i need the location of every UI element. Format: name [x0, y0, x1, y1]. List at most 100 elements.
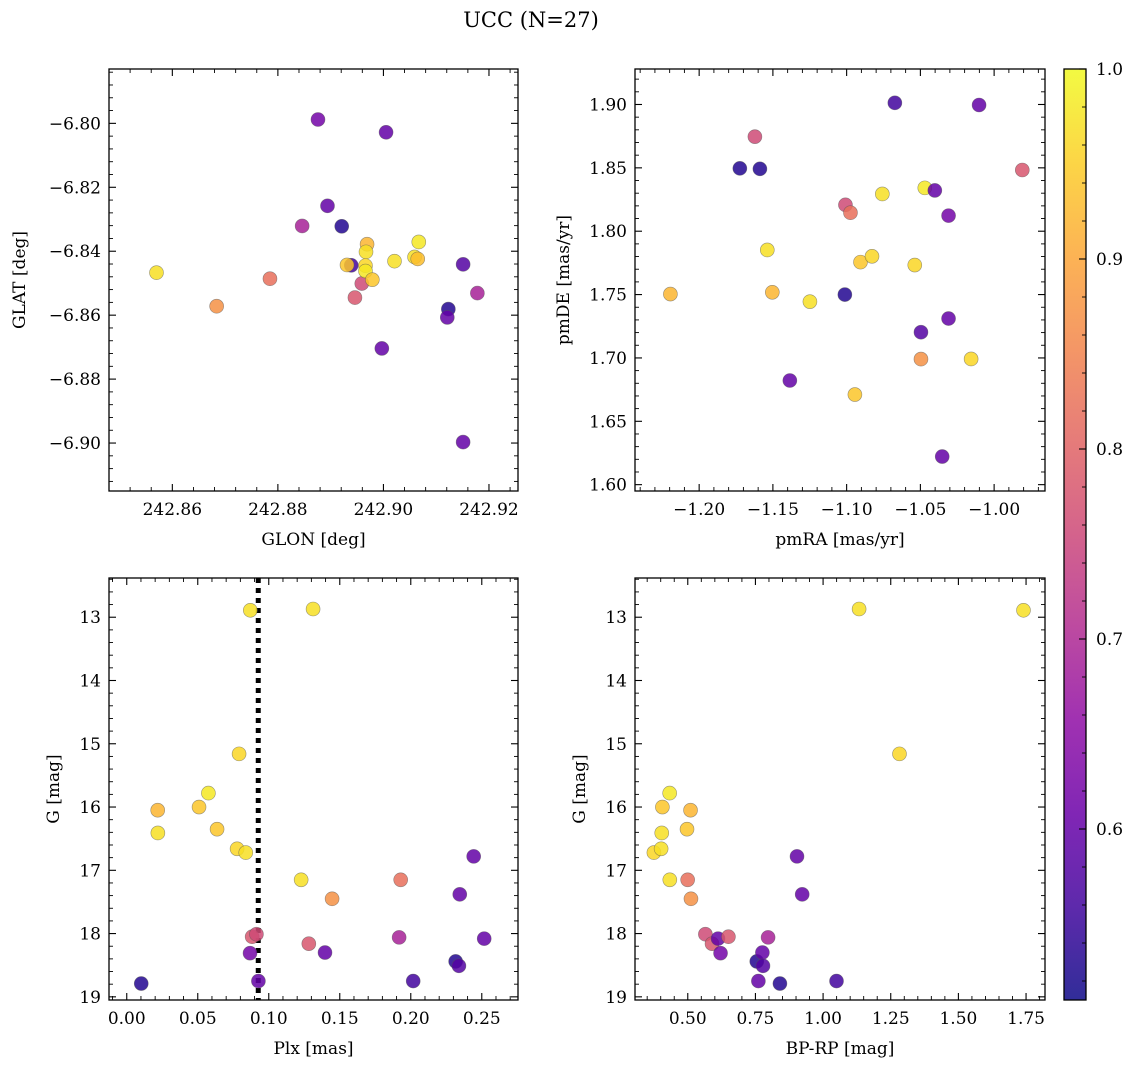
scatter-point — [794, 887, 810, 902]
y-tick-label: −6.90 — [49, 434, 101, 454]
scatter-point — [305, 601, 321, 617]
scatter-point — [231, 746, 247, 762]
scatter-point — [662, 785, 677, 801]
scatter-point — [251, 973, 266, 989]
scatter-point — [713, 945, 728, 961]
scatter-point — [755, 945, 770, 960]
scatter-point — [451, 958, 467, 974]
scatter-point — [772, 976, 788, 991]
y-tick-label: −6.84 — [49, 242, 101, 262]
x-tick-label: 1.25 — [872, 1009, 910, 1029]
scatter-point — [721, 929, 736, 945]
x-tick-label: −1.15 — [747, 500, 799, 520]
scatter-point — [752, 161, 768, 177]
y-tick-label: 19 — [605, 988, 627, 1008]
scatter-point — [238, 845, 254, 860]
scatter-point — [393, 872, 408, 888]
scatter-point — [293, 872, 309, 888]
scatter-point — [941, 311, 956, 326]
y-tick-label: 13 — [79, 608, 101, 628]
colorbar-tick-label: 1.0 — [1096, 60, 1123, 80]
scatter-point — [374, 341, 390, 356]
y-tick-label: 16 — [79, 798, 101, 818]
scatter-point — [732, 161, 748, 176]
y-tick-label: 14 — [605, 671, 627, 691]
scatter-point — [853, 254, 868, 270]
x-tick-label: 1.00 — [804, 1009, 842, 1029]
scatter-point — [663, 286, 678, 302]
data-layer — [663, 95, 1030, 464]
x-tick-label: 242.92 — [459, 500, 518, 520]
scatter-point — [150, 802, 166, 818]
y-tick-label: 1.60 — [589, 476, 627, 496]
y-tick-label: 1.70 — [589, 349, 627, 369]
panel-2: −1.20 −1.15 −1.10 −1.05 −1.00 1.60 1.65 1.70 1.7… — [554, 68, 1046, 550]
scatter-point — [294, 218, 310, 234]
data-layer — [133, 578, 492, 1000]
scatter-point — [654, 825, 670, 841]
x-tick-label: 0.75 — [736, 1009, 774, 1029]
y-tick-label: 1.90 — [589, 95, 627, 115]
colorbar-tick-label: 0.9 — [1096, 250, 1123, 270]
x-tick-label: 0.05 — [179, 1009, 217, 1029]
y-axis-label: G [mag] — [570, 754, 590, 823]
scatter-point — [913, 324, 929, 340]
scatter-point — [747, 129, 763, 144]
scatter-point — [829, 973, 844, 989]
scatter-point — [679, 821, 695, 837]
scatter-point — [963, 351, 979, 367]
scatter-point — [934, 449, 950, 464]
scatter-point — [150, 825, 166, 841]
scatter-point — [887, 95, 903, 111]
scatter-point — [339, 257, 355, 273]
x-tick-label: 0.10 — [250, 1009, 288, 1029]
scatter-point — [242, 945, 258, 961]
scatter-point — [892, 746, 907, 762]
scatter-point — [662, 872, 678, 888]
y-tick-label: 18 — [605, 925, 627, 945]
scatter-point — [310, 112, 326, 127]
colorbar: 0.6 0.7 0.8 0.9 1.0 — [1063, 60, 1123, 1001]
y-axis-label: pmDE [mas/yr] — [554, 215, 574, 345]
colorbar-tick-label: 0.7 — [1096, 630, 1123, 650]
scatter-point — [1014, 162, 1030, 178]
y-tick-label: 15 — [605, 735, 627, 755]
x-tick-label: 242.88 — [248, 500, 307, 520]
scatter-point — [387, 253, 402, 269]
scatter-point — [847, 387, 863, 402]
scatter-point — [476, 931, 492, 946]
scatter-point — [324, 891, 340, 907]
axes-frame — [108, 68, 519, 492]
x-tick-label: −1.00 — [968, 500, 1020, 520]
y-tick-label: −6.82 — [49, 178, 101, 198]
scatter-point — [927, 183, 943, 198]
y-tick-label: −6.80 — [49, 114, 101, 134]
data-layer — [646, 601, 1031, 991]
axes-frame — [108, 577, 519, 1001]
scatter-point — [149, 265, 164, 280]
scatter-point — [262, 271, 278, 287]
scatter-point — [683, 802, 698, 818]
scatter-point — [317, 945, 333, 960]
scatter-point — [864, 249, 880, 264]
scatter-point — [907, 257, 923, 273]
scatter-point — [789, 849, 805, 864]
scatter-point — [1016, 602, 1031, 618]
scatter-point — [765, 284, 780, 300]
scatter-point — [837, 287, 853, 302]
scatter-point — [301, 936, 317, 951]
y-tick-label: 17 — [605, 861, 627, 881]
y-axis-label: GLAT [deg] — [10, 231, 30, 329]
scatter-point — [249, 926, 264, 942]
scatter-point — [201, 785, 216, 801]
scatter-point — [683, 891, 699, 907]
scatter-point — [209, 298, 224, 314]
x-tick-label: 0.25 — [463, 1009, 501, 1029]
y-tick-label: 15 — [79, 735, 101, 755]
scatter-point — [843, 205, 858, 221]
colorbar-gradient — [1063, 68, 1087, 1001]
scatter-point — [455, 434, 471, 450]
scatter-point — [334, 218, 350, 234]
y-tick-label: 17 — [79, 861, 101, 881]
